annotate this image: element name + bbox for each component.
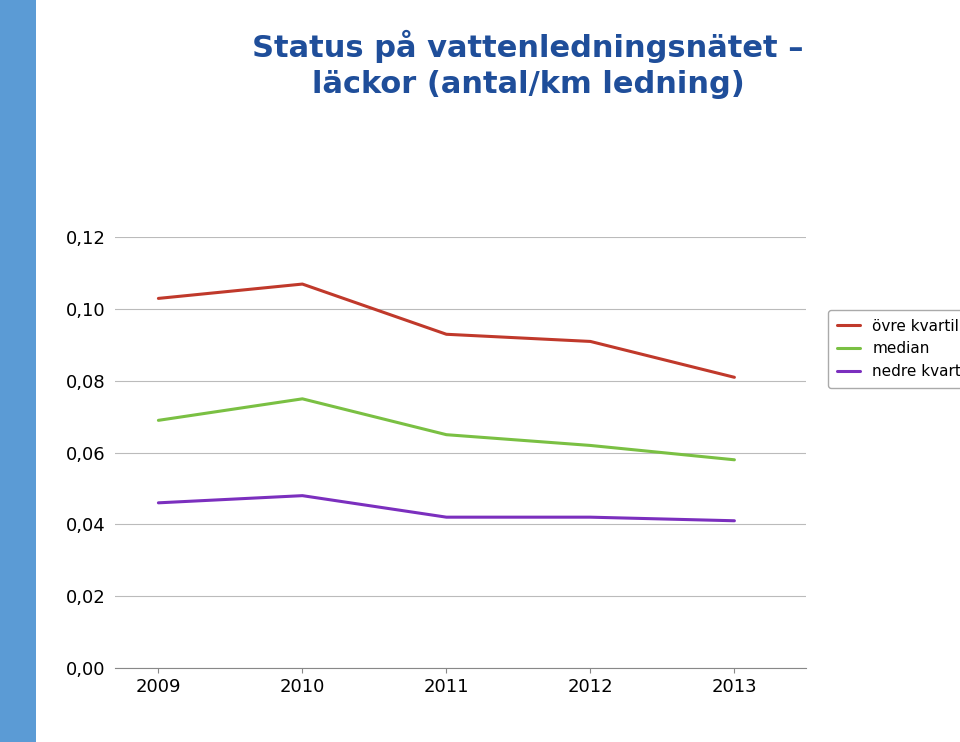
nedre kvartil (297, 491, 308, 500)
nedre kvartil (441, 513, 452, 522)
median (441, 430, 452, 439)
nedre kvartil (153, 499, 164, 508)
median (153, 416, 164, 424)
Line: median: median (158, 399, 734, 460)
övre kvartil (585, 337, 596, 346)
Text: Status på vattenledningsnätet –
läckor (antal/km ledning): Status på vattenledningsnätet – läckor (… (252, 30, 804, 99)
Line: övre kvartil: övre kvartil (158, 284, 734, 377)
nedre kvartil (729, 516, 740, 525)
median (729, 456, 740, 464)
Legend: övre kvartil, median, nedre kvartil: övre kvartil, median, nedre kvartil (828, 309, 960, 388)
övre kvartil (441, 329, 452, 338)
övre kvartil (729, 372, 740, 381)
Line: nedre kvartil: nedre kvartil (158, 496, 734, 521)
nedre kvartil (585, 513, 596, 522)
median (297, 395, 308, 404)
median (585, 441, 596, 450)
övre kvartil (297, 280, 308, 289)
övre kvartil (153, 294, 164, 303)
